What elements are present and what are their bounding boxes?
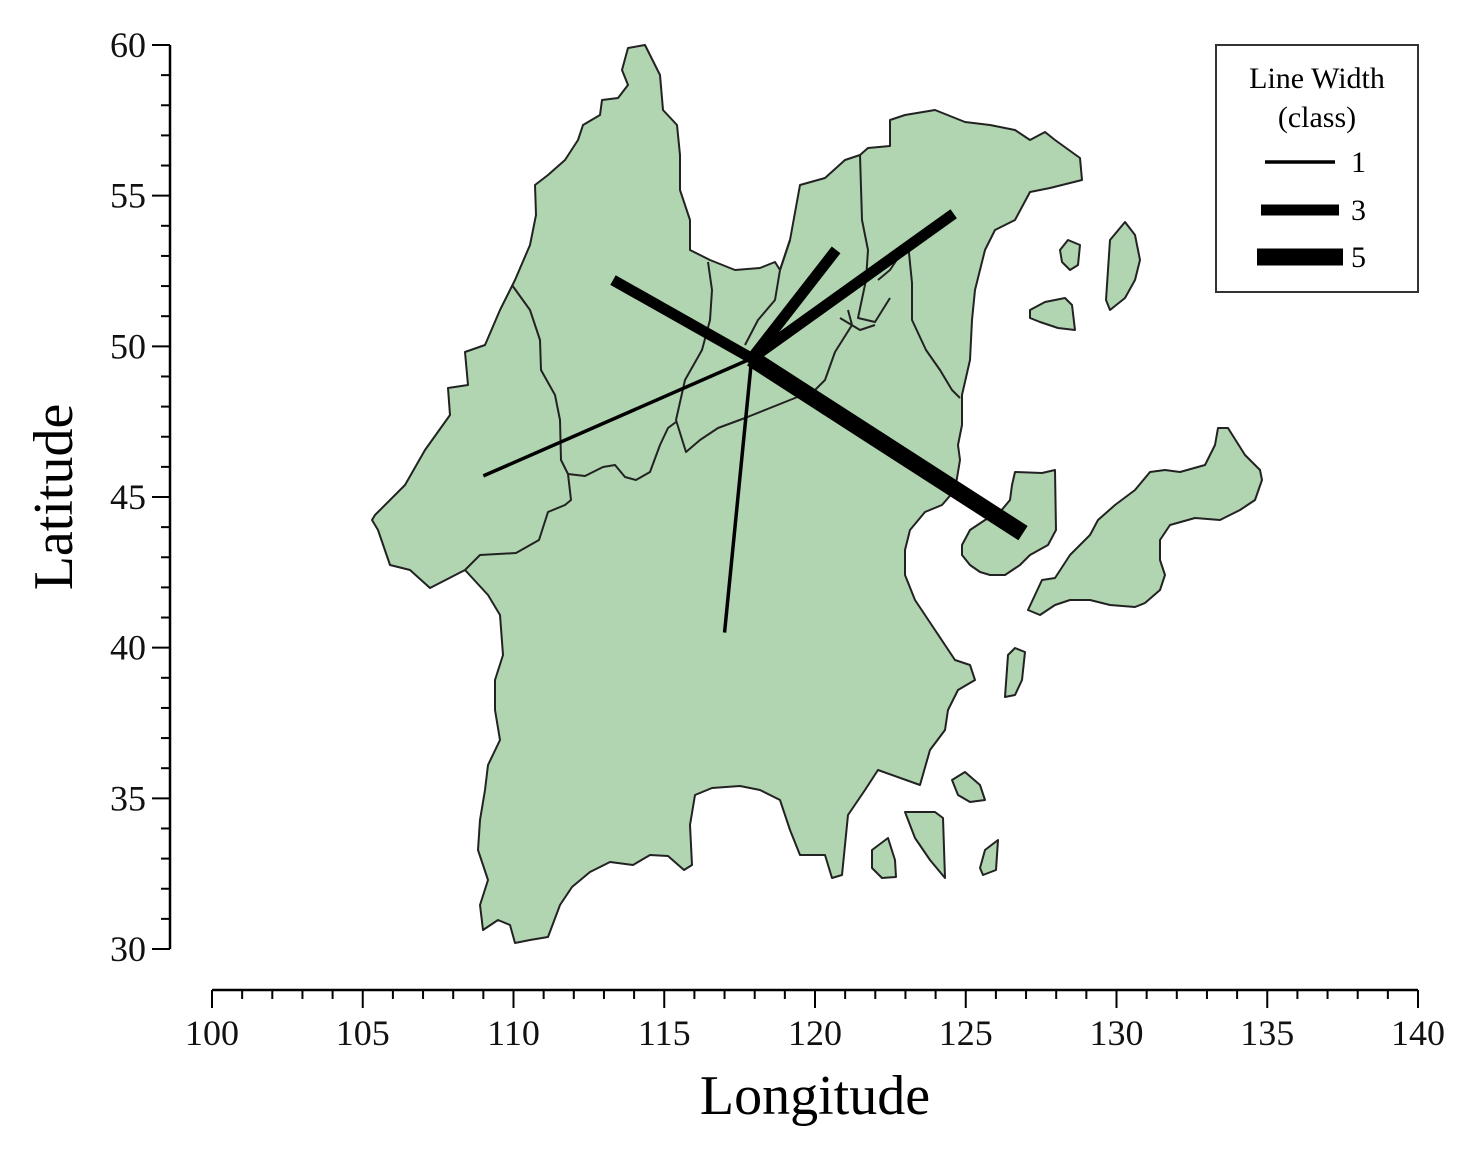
island-shape: [904, 811, 946, 879]
x-tick-label: 130: [1090, 1013, 1144, 1053]
legend: Line Width (class) 1 3 5: [1215, 44, 1419, 293]
legend-label: 1: [1351, 146, 1366, 179]
y-tick-labels: 30 35 40 45 50 55 60: [110, 25, 146, 969]
x-tick-labels: 100 105 110 115 120 125 130 135 140: [185, 1013, 1445, 1053]
x-tick-label: 100: [185, 1013, 239, 1053]
province-border: [744, 239, 791, 346]
flow-line-class-3: [748, 209, 957, 363]
island-shape: [871, 837, 897, 879]
island-shape: [1059, 239, 1081, 271]
island-shape: [979, 839, 999, 876]
y-tick-label: 60: [110, 25, 146, 65]
x-tick-label: 110: [487, 1013, 540, 1053]
y-tick-label: 55: [110, 176, 146, 216]
flow-line-class-1: [722, 358, 754, 633]
island-shape: [951, 771, 986, 803]
island-shape: [1004, 647, 1026, 698]
legend-items: 1 3 5: [1257, 146, 1366, 274]
island-shape: [1027, 427, 1263, 616]
province-border: [567, 421, 677, 481]
x-axis-title: Longitude: [700, 1065, 930, 1127]
y-tick-label: 45: [110, 477, 146, 517]
y-axis-title: Latitude: [23, 404, 85, 591]
mainland-shape: [371, 44, 1083, 944]
y-ticks: [152, 44, 170, 950]
flow-line-class-3: [747, 246, 841, 362]
x-tick-label: 140: [1391, 1013, 1445, 1053]
y-tick-label: 35: [110, 778, 146, 818]
y-tick-label: 30: [110, 929, 146, 969]
x-tick-label: 120: [788, 1013, 842, 1053]
legend-title-line1: Line Width: [1249, 62, 1385, 95]
flow-line-class-3: [610, 275, 755, 364]
x-tick-label: 125: [939, 1013, 993, 1053]
y-tick-label: 40: [110, 628, 146, 668]
land-layer: [371, 44, 1263, 944]
legend-title-line2: (class): [1278, 101, 1356, 134]
x-tick-label: 105: [336, 1013, 390, 1053]
x-ticks: [211, 990, 1419, 1008]
x-tick-label: 135: [1240, 1013, 1294, 1053]
province-border: [839, 317, 876, 331]
legend-label: 3: [1351, 194, 1366, 227]
flow-line-class-5: [747, 351, 1028, 541]
flows-layer: [482, 209, 1028, 633]
y-tick-label: 50: [110, 326, 146, 366]
x-tick-label: 115: [638, 1013, 691, 1053]
island-shape: [1029, 297, 1076, 331]
legend-label: 5: [1351, 241, 1366, 274]
island-shape: [1105, 221, 1141, 311]
flow-line-class-1: [482, 356, 753, 478]
